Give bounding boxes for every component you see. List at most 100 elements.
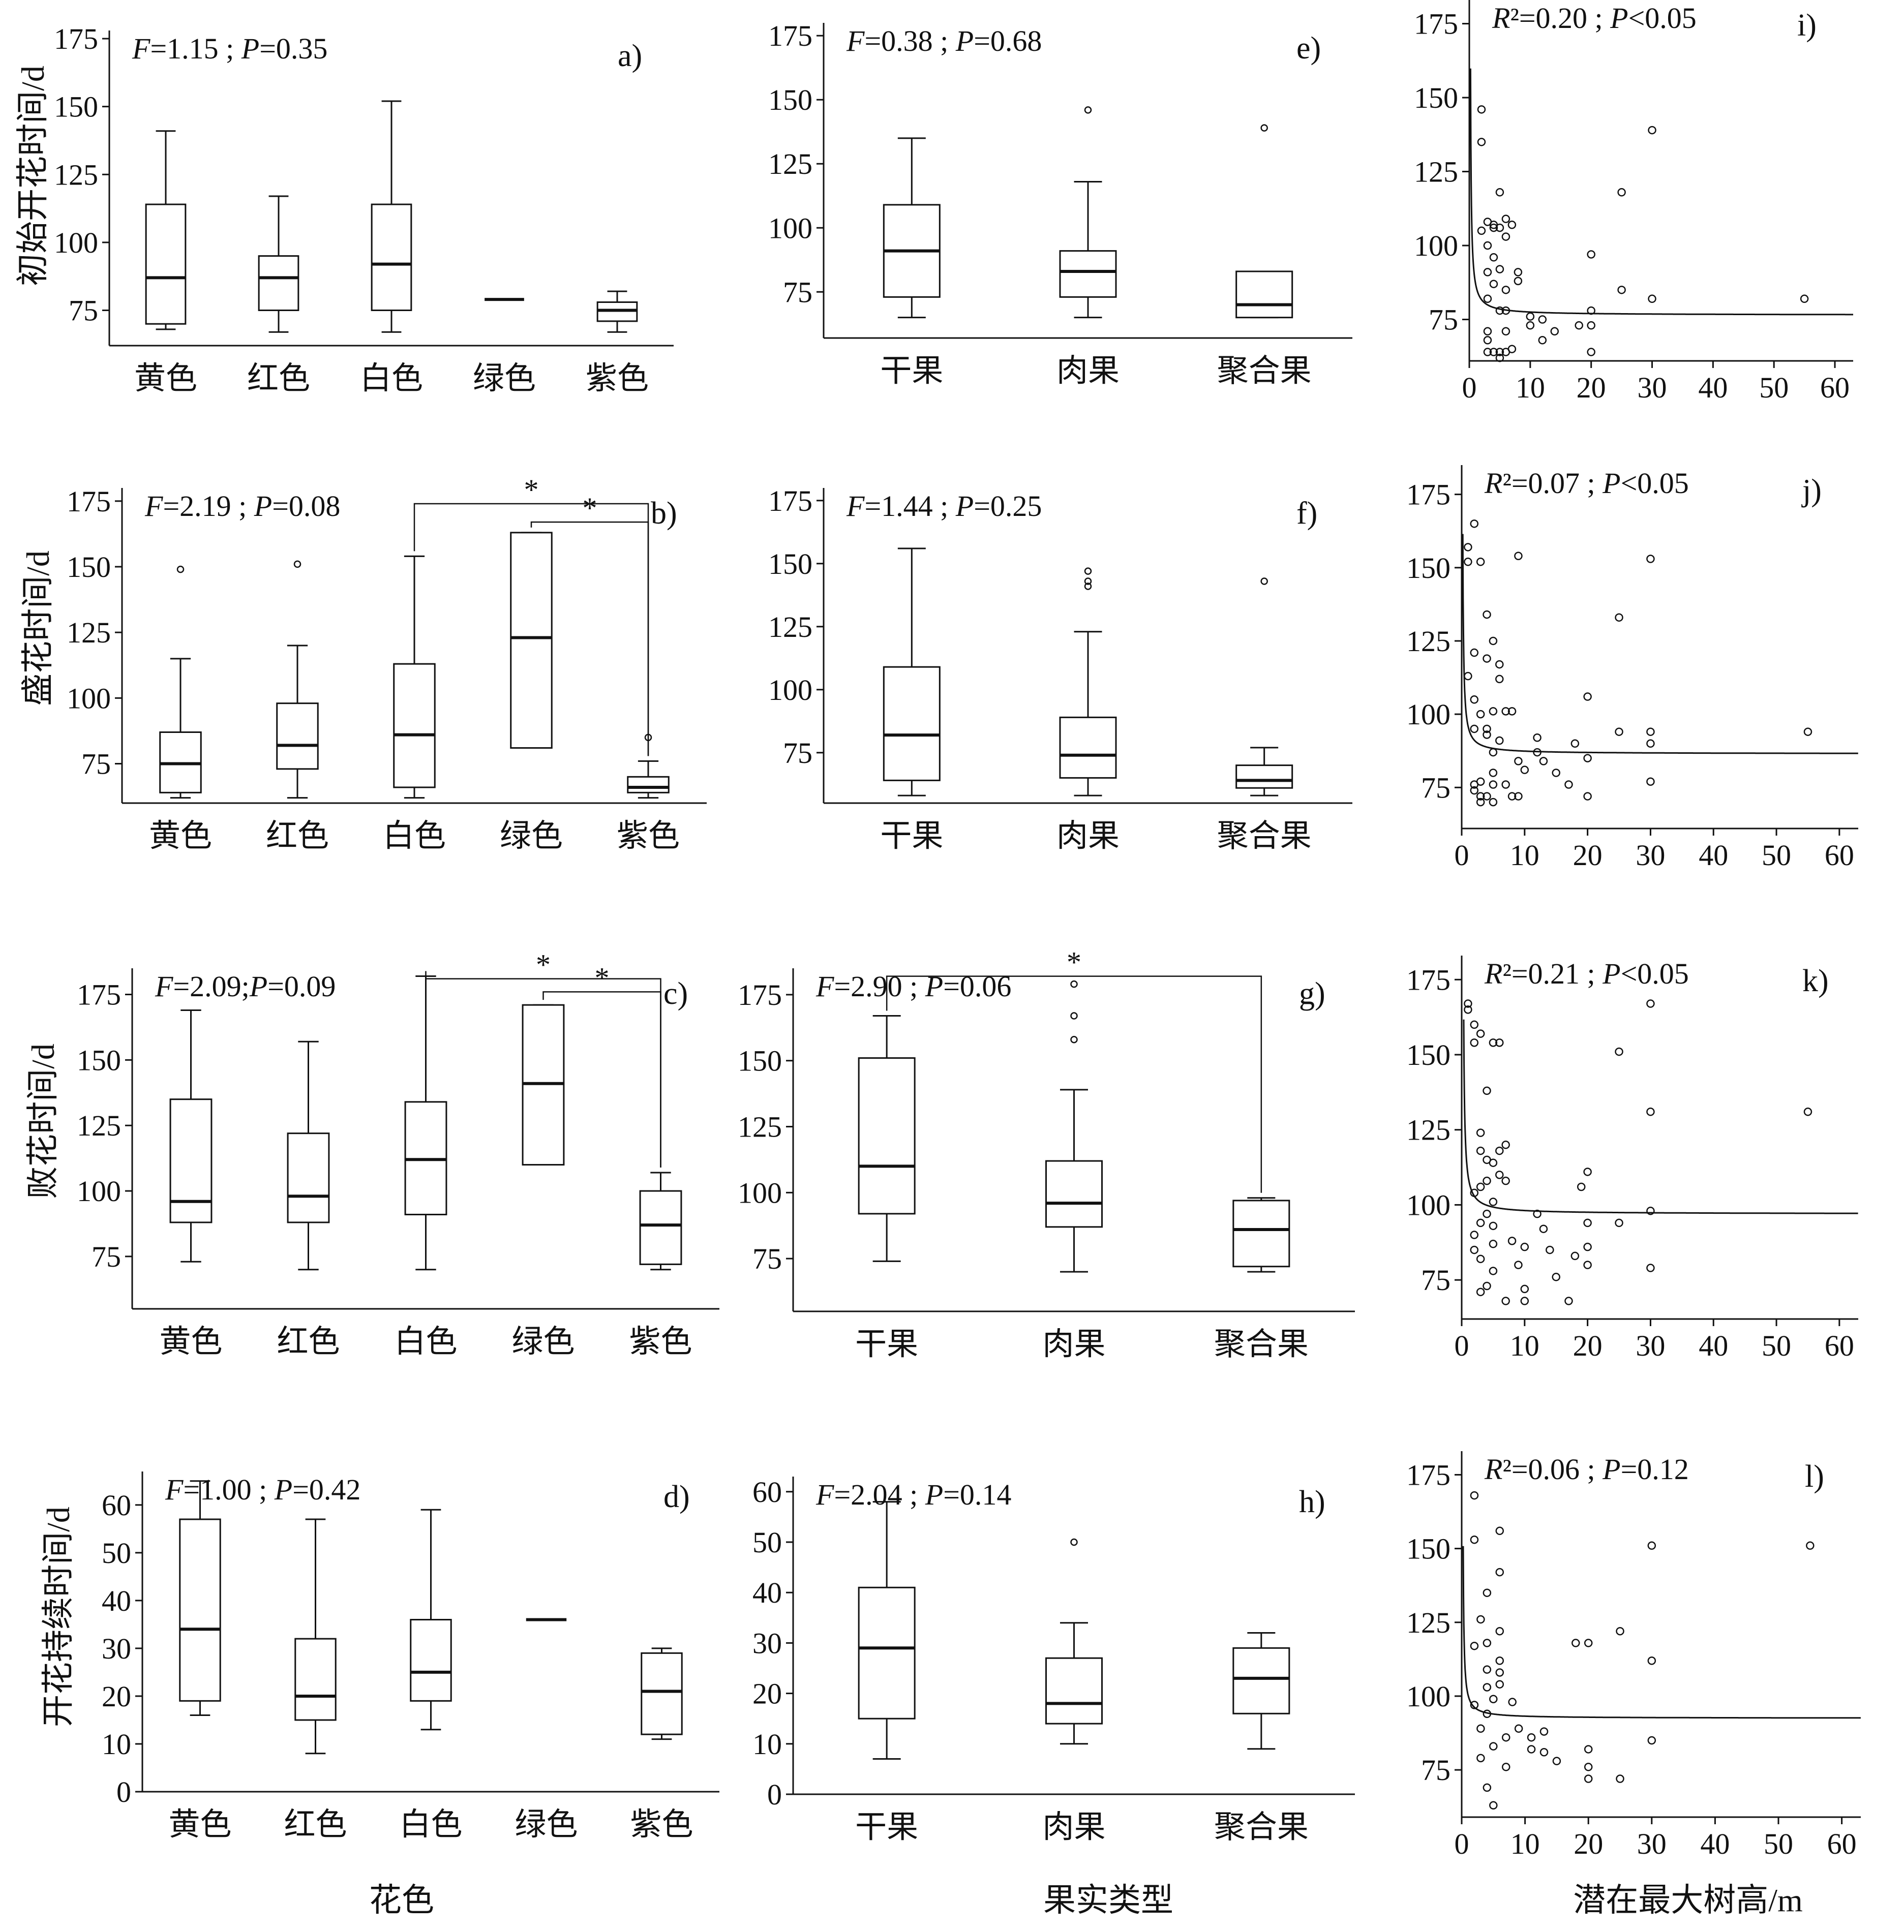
data-point [1647,1541,1656,1550]
category-label: 肉果 [1056,819,1120,853]
stat-annotation: F=2.19 ; P=0.08 [144,489,340,523]
y-tick-label: 100 [1406,1680,1450,1713]
data-point [1501,1763,1510,1771]
data-point [1470,1231,1479,1239]
y-tick-label: 175 [738,978,782,1011]
significance-mark: * [583,492,597,525]
category-label: 紫色 [617,819,680,853]
category-label: 肉果 [1056,354,1120,388]
stat-annotation: F=2.90 ; P=0.06 [815,970,1011,1003]
data-point [1495,348,1504,356]
box-iqr [510,532,553,749]
box-白色 [404,975,447,1271]
data-point [1570,1251,1580,1261]
y-tick-label: 175 [1406,1458,1450,1491]
data-point [1495,353,1504,362]
significance-mark: * [536,948,551,982]
data-point [1501,214,1510,223]
y-tick-label: 100 [768,211,812,244]
box-iqr [258,255,299,312]
data-point [1507,345,1517,353]
x-tick-label: 20 [1573,839,1603,872]
data-point [1483,348,1492,356]
y-tick-label: 175 [67,485,111,518]
data-point [1648,126,1656,135]
box-iqr [1235,764,1293,789]
significance-bracket [530,521,649,756]
y-title-row2: 盛花时间/d [20,550,56,706]
data-point [1495,1526,1504,1536]
data-point [1489,1158,1498,1167]
data-point [1476,558,1485,566]
category-label: 干果 [880,354,943,388]
y-tick-label: 75 [1429,303,1458,336]
y-tick-label: 125 [1406,1606,1450,1639]
data-point [1570,739,1580,748]
category-label: 绿色 [500,819,563,853]
box-iqr [1232,1647,1290,1714]
data-point [1495,1627,1504,1636]
data-point [1647,1736,1656,1745]
y-tick-label: 75 [81,748,111,781]
category-label: 黄色 [134,361,197,396]
box-iqr [883,666,941,781]
box-干果 [883,137,941,319]
data-point [1495,265,1504,273]
stat-annotation: F=2.09;P=0.09 [155,970,336,1003]
outlier-point [1070,1538,1078,1546]
data-point [1533,733,1542,742]
data-point [1514,1261,1523,1269]
data-point [1470,519,1479,528]
data-point [1617,286,1626,294]
data-point [1476,710,1485,719]
data-point [1539,1727,1549,1736]
data-point [1648,294,1656,303]
category-label: 红色 [266,819,329,853]
box-iqr [393,663,436,788]
data-point [1495,660,1504,669]
data-point [1483,1783,1492,1792]
box-iqr [1045,1657,1103,1725]
data-point [1483,336,1492,345]
x-title-max-tree-height: 潜在最大树高/m [1573,1882,1803,1918]
box-红色 [294,1518,337,1755]
data-point [1476,798,1485,807]
data-point [1584,1763,1593,1771]
data-point [1584,1774,1593,1783]
data-point [1464,1005,1472,1014]
data-point [1483,1588,1492,1597]
x-title-flower-color: 花色 [369,1882,434,1918]
data-point [1464,999,1472,1008]
box-绿色 [522,1004,565,1166]
panel-letter: d) [663,1480,690,1514]
x-tick-label: 50 [1759,371,1789,404]
panel-b: 75 100 125 150 175 b) F=2.19 ; P=0.08 黄色 红色 白色 绿色 紫… [67,473,707,853]
stat-annotation: F=1.15 ; P=0.35 [132,32,327,65]
data-point [1476,1128,1485,1137]
data-point [1483,730,1491,739]
data-point [1489,1801,1498,1810]
box-iqr [858,1586,916,1720]
data-point [1495,1568,1504,1577]
box-iqr [276,702,319,770]
y-tick-label: 100 [1414,229,1458,262]
data-point [1483,268,1492,277]
data-point [1483,1176,1491,1185]
data-point [1575,321,1583,330]
data-point [1508,1698,1517,1706]
data-point [1489,780,1498,789]
panel-g: 75 100 125 150 175 g) F=2.90 ; P=0.06 干果 肉果 聚合果 * [738,946,1355,1362]
data-point [1615,1047,1623,1056]
data-point [1495,1657,1504,1665]
data-point [1507,792,1517,801]
category-label: 绿色 [473,361,536,396]
x-tick-label: 0 [1455,1827,1469,1860]
category-label: 聚合果 [1217,819,1312,853]
box-干果 [858,1501,916,1760]
data-point [1476,777,1485,786]
data-point [1583,1168,1592,1176]
y-tick-label: 125 [1406,625,1450,658]
significance-mark: * [524,473,539,506]
category-label: 聚合果 [1214,1327,1309,1362]
y-tick-label: 150 [67,550,111,584]
